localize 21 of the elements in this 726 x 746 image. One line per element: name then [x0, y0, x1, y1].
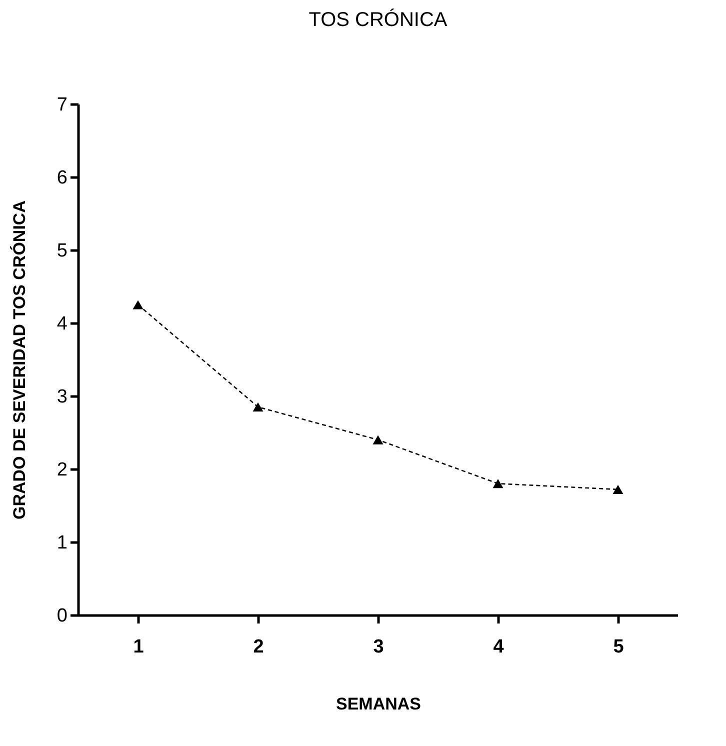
- y-tick-label: 5: [56, 240, 68, 262]
- x-tick-label: 4: [493, 636, 504, 658]
- point: [252, 402, 264, 412]
- y-tick-label: 1: [56, 532, 68, 554]
- y-tick-label: 7: [56, 94, 68, 116]
- y-axis-title: GRADO DE SEVERIDAD TOS CRÓNICA: [8, 200, 29, 520]
- x-tick-label: 3: [373, 636, 384, 658]
- y-tick-label: 2: [56, 460, 68, 480]
- point: [612, 484, 624, 494]
- y-tick-label: 6: [56, 168, 68, 188]
- x-tick-label: 2: [253, 636, 264, 658]
- x-tick-label: 5: [613, 636, 624, 658]
- y-tick-label: 0: [56, 606, 68, 626]
- point: [132, 300, 144, 310]
- x-tick-label: 1: [133, 636, 144, 658]
- y-tick-label: 3: [56, 386, 68, 408]
- y-tick-label: 4: [56, 314, 68, 334]
- point: [372, 435, 384, 444]
- chart-title: TOS CRÓNICA: [308, 8, 448, 31]
- x-axis-title: SEMANAS: [336, 694, 422, 714]
- point: [492, 479, 504, 488]
